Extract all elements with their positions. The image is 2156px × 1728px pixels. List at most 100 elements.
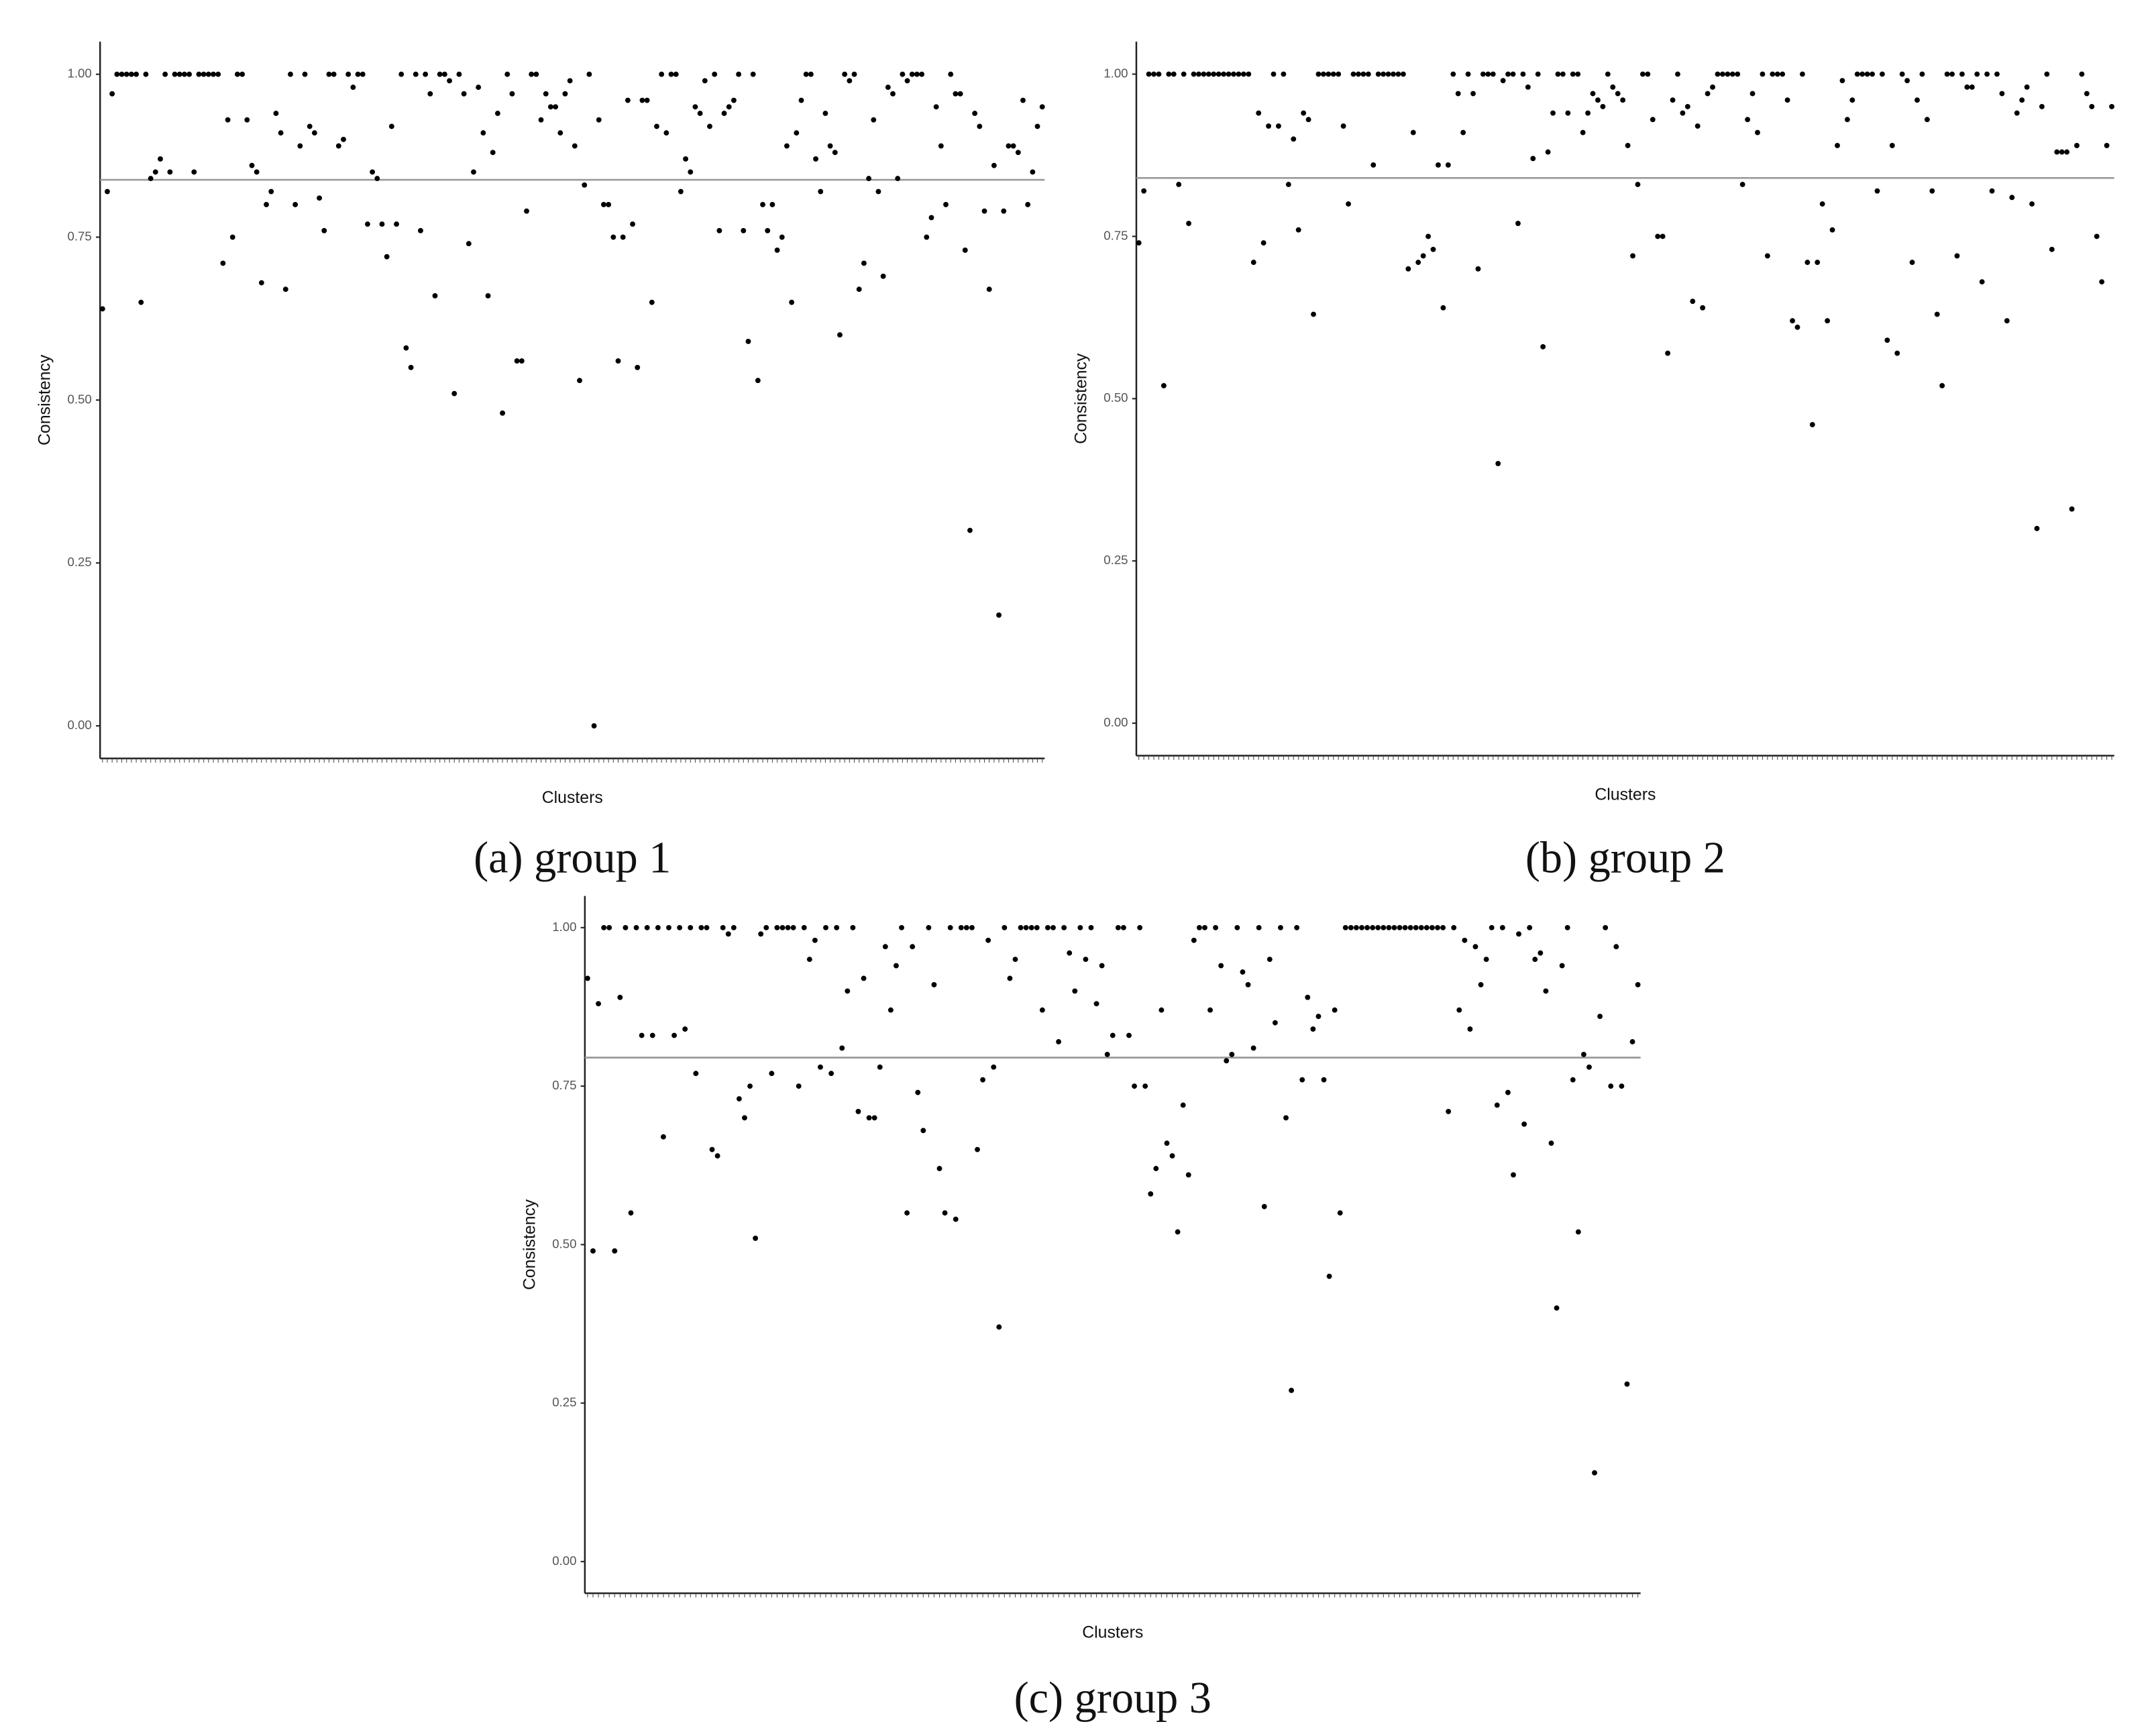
point — [996, 612, 1002, 618]
point — [760, 202, 765, 207]
y-tick-label: 0.75 — [1103, 228, 1128, 242]
point — [1450, 71, 1456, 77]
point — [427, 91, 433, 97]
point — [953, 1216, 959, 1222]
point — [682, 1026, 688, 1032]
point — [1207, 1007, 1213, 1013]
y-tick-label: 1.00 — [552, 920, 576, 934]
point — [1320, 71, 1326, 77]
point — [456, 71, 462, 77]
y-tick-label: 0.00 — [552, 1554, 576, 1568]
point — [582, 182, 588, 188]
point — [388, 123, 394, 129]
point — [418, 227, 423, 233]
point — [1340, 123, 1346, 129]
point — [1260, 240, 1266, 246]
y-tick-label: 0.00 — [1103, 715, 1128, 729]
point — [1760, 71, 1766, 77]
point — [1386, 924, 1392, 930]
point — [625, 97, 631, 103]
point — [1859, 71, 1866, 77]
point — [1680, 110, 1686, 116]
point — [1560, 71, 1566, 77]
point — [1705, 91, 1711, 97]
point — [1056, 1039, 1061, 1044]
point — [158, 156, 163, 162]
point — [789, 299, 795, 305]
point — [1597, 1014, 1603, 1020]
point — [1359, 924, 1364, 930]
point — [1545, 149, 1551, 155]
point — [1146, 71, 1152, 77]
point — [273, 111, 279, 116]
point — [712, 71, 718, 77]
point — [335, 143, 341, 149]
point — [220, 260, 226, 266]
point — [1565, 110, 1571, 116]
point — [374, 176, 380, 182]
point — [866, 1115, 872, 1121]
point — [1250, 1045, 1256, 1051]
point — [1142, 1083, 1148, 1089]
point — [1575, 1229, 1581, 1235]
point — [282, 286, 288, 292]
point — [688, 169, 694, 175]
point — [606, 202, 612, 207]
point — [235, 71, 240, 77]
point — [828, 1071, 834, 1077]
point — [1694, 123, 1701, 129]
point — [1429, 924, 1435, 930]
point — [1610, 84, 1616, 90]
point — [823, 924, 828, 930]
point — [311, 130, 317, 136]
point — [763, 924, 769, 930]
point — [99, 306, 105, 312]
point — [292, 202, 299, 207]
point — [1605, 71, 1611, 77]
point — [601, 202, 606, 207]
point — [890, 91, 896, 97]
point — [1180, 1102, 1186, 1108]
point — [1110, 1032, 1116, 1038]
point — [138, 299, 144, 305]
point — [1690, 299, 1696, 305]
point — [1023, 924, 1029, 930]
point — [538, 117, 544, 123]
y-tick-label: 0.50 — [1103, 390, 1128, 404]
point — [1246, 71, 1252, 77]
point — [1729, 71, 1735, 77]
point — [1034, 123, 1040, 129]
point — [1191, 71, 1197, 77]
point — [1231, 71, 1236, 77]
point — [981, 208, 987, 214]
point — [2044, 71, 2050, 77]
point — [1153, 1166, 1159, 1171]
point — [1283, 1115, 1289, 1121]
point — [1794, 324, 1800, 330]
point — [2054, 149, 2060, 155]
point — [1470, 91, 1476, 97]
point — [1240, 969, 1246, 975]
point — [403, 345, 409, 351]
point — [745, 339, 751, 344]
point — [1321, 1077, 1327, 1083]
point — [1077, 924, 1083, 930]
point — [1395, 71, 1401, 77]
point — [758, 931, 764, 937]
point — [1365, 71, 1371, 77]
point — [1615, 91, 1621, 97]
point — [980, 1077, 986, 1083]
point — [1548, 1140, 1554, 1146]
point — [1460, 129, 1466, 136]
point — [2034, 525, 2040, 531]
point — [143, 71, 149, 77]
point — [1186, 221, 1192, 226]
point — [1205, 71, 1211, 77]
point — [741, 227, 747, 233]
point — [639, 97, 645, 103]
point — [666, 924, 671, 930]
point — [1137, 924, 1143, 930]
point — [1385, 71, 1391, 77]
point — [1749, 91, 1756, 97]
y-tick-label: 0.25 — [552, 1395, 576, 1409]
